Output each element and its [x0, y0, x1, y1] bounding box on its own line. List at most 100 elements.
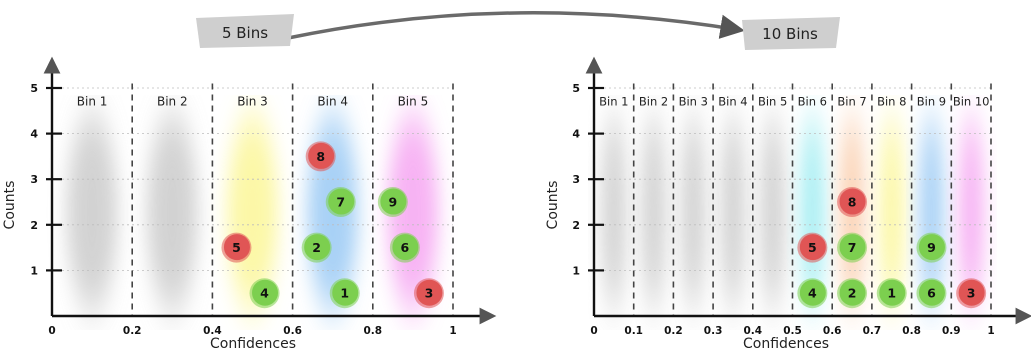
- point-label: 4: [808, 286, 817, 301]
- bin-label: Bin 5: [398, 94, 429, 108]
- bin-shading-2: [640, 114, 667, 310]
- data-point-2: 2: [837, 278, 868, 309]
- bin-shading-5: [759, 114, 786, 310]
- bin-label: Bin 3: [237, 94, 268, 108]
- point-marker: [918, 279, 945, 306]
- chart-5-bins: Bin 1 Bin 2 Bin 3 Bin 4 Bin 5 1 2 3 4 5 0 0.2 0.4 0.6…: [2, 56, 497, 352]
- bin-label: Bin 3: [679, 94, 708, 108]
- point-label: 6: [927, 286, 936, 301]
- y-tick-label: 1: [572, 264, 580, 277]
- x-tick-label: 0.6: [823, 325, 842, 337]
- point-label: 5: [232, 240, 241, 255]
- data-point-3: 3: [413, 278, 444, 309]
- x-tick-label: 0.4: [203, 325, 222, 337]
- data-point-6: 6: [389, 232, 420, 263]
- x-tick-label: 0.2: [123, 325, 142, 337]
- point-marker: [416, 279, 443, 306]
- tag-10-bins-label: 10 Bins: [762, 25, 818, 43]
- data-point-5: 5: [797, 232, 828, 263]
- x-tick-label: 0.6: [283, 325, 302, 337]
- point-label: 9: [388, 195, 397, 210]
- bin-label: Bin 1: [599, 94, 628, 108]
- data-point-3: 3: [956, 278, 987, 309]
- point-label: 1: [340, 286, 349, 301]
- data-point-7: 7: [837, 232, 868, 263]
- data-point-1: 1: [329, 278, 360, 309]
- x-tick-label: 0: [48, 325, 55, 337]
- bin-shading-3: [680, 114, 706, 310]
- bin-label: Bin 1: [77, 94, 108, 108]
- point-label: 2: [848, 286, 857, 301]
- point-label: 4: [260, 286, 269, 301]
- y-axis-label: Counts: [545, 181, 561, 230]
- y-tick-label: 3: [572, 173, 580, 186]
- bin-label: Bin 2: [639, 94, 668, 108]
- point-label: 6: [401, 240, 410, 255]
- bin-shading-2: [146, 114, 198, 310]
- tag-10-bins: 10 Bins: [742, 17, 840, 50]
- tag-5-bins-label: 5 Bins: [222, 24, 268, 42]
- chart-10-bins: Bin 1 Bin 2 Bin 3 Bin 4 Bin 5 Bin 6 Bin 7 Bin 8…: [545, 56, 1031, 352]
- y-tick-label: 2: [30, 219, 38, 232]
- x-tick-label: 0.3: [704, 325, 723, 337]
- point-marker: [252, 279, 279, 306]
- point-marker: [799, 234, 826, 261]
- data-point-1: 1: [876, 278, 907, 309]
- data-point-7: 7: [325, 187, 356, 217]
- y-tick-label: 3: [30, 173, 38, 186]
- point-marker: [380, 188, 407, 215]
- point-label: 8: [316, 149, 325, 164]
- bin-label: Bin 5: [758, 94, 787, 108]
- point-marker: [223, 234, 250, 261]
- bin-shading-1: [66, 114, 118, 310]
- bin-label: Bin 10: [953, 94, 990, 108]
- tag-5-bins: 5 Bins: [196, 14, 294, 48]
- data-point-4: 4: [249, 278, 280, 309]
- bin-shading-10: [958, 114, 984, 310]
- point-label: 9: [927, 240, 936, 255]
- data-point-8: 8: [837, 187, 868, 217]
- y-tick-label: 2: [572, 219, 580, 232]
- point-label: 2: [312, 240, 321, 255]
- x-tick-label: 0.8: [902, 325, 921, 337]
- x-tick-label: 0.9: [942, 325, 961, 337]
- bin-shading-4: [720, 114, 746, 310]
- x-tick-label: 0.8: [363, 325, 382, 337]
- x-tick-label: 1: [449, 325, 456, 337]
- point-marker: [392, 234, 419, 261]
- bin-label: Bin 9: [917, 94, 946, 108]
- data-point-6: 6: [916, 278, 947, 309]
- y-tick-label: 4: [572, 128, 580, 141]
- point-label: 3: [967, 286, 976, 301]
- data-point-5: 5: [221, 232, 252, 263]
- point-marker: [839, 188, 866, 215]
- x-tick-label: 0: [590, 325, 597, 337]
- bin-label: Bin 4: [718, 94, 747, 108]
- bin-label: Bin 6: [798, 94, 827, 108]
- y-tick-label: 4: [30, 128, 38, 141]
- data-point-2: 2: [301, 232, 332, 263]
- point-marker: [839, 279, 866, 306]
- point-marker: [332, 279, 359, 306]
- x-axis-label: Confidences: [743, 336, 829, 352]
- y-tick-label: 1: [30, 264, 38, 277]
- point-label: 7: [848, 240, 857, 255]
- x-tick-label: 0.1: [624, 325, 643, 337]
- point-marker: [879, 279, 906, 306]
- transition-arrow: [287, 11, 745, 40]
- bin-label: Bin 8: [877, 94, 906, 108]
- point-marker: [304, 234, 331, 261]
- data-point-8: 8: [305, 141, 336, 172]
- point-marker: [799, 279, 826, 306]
- y-tick-label: 5: [30, 82, 38, 95]
- point-label: 1: [887, 286, 896, 301]
- point-marker: [958, 279, 985, 306]
- y-axis-label: Counts: [2, 181, 18, 230]
- point-marker: [328, 188, 355, 215]
- x-tick-label: 0.4: [743, 325, 762, 337]
- data-point-4: 4: [797, 278, 828, 309]
- x-tick-label: 0.5: [783, 325, 802, 337]
- x-tick-label: 0.7: [863, 325, 882, 337]
- point-label: 3: [425, 286, 434, 301]
